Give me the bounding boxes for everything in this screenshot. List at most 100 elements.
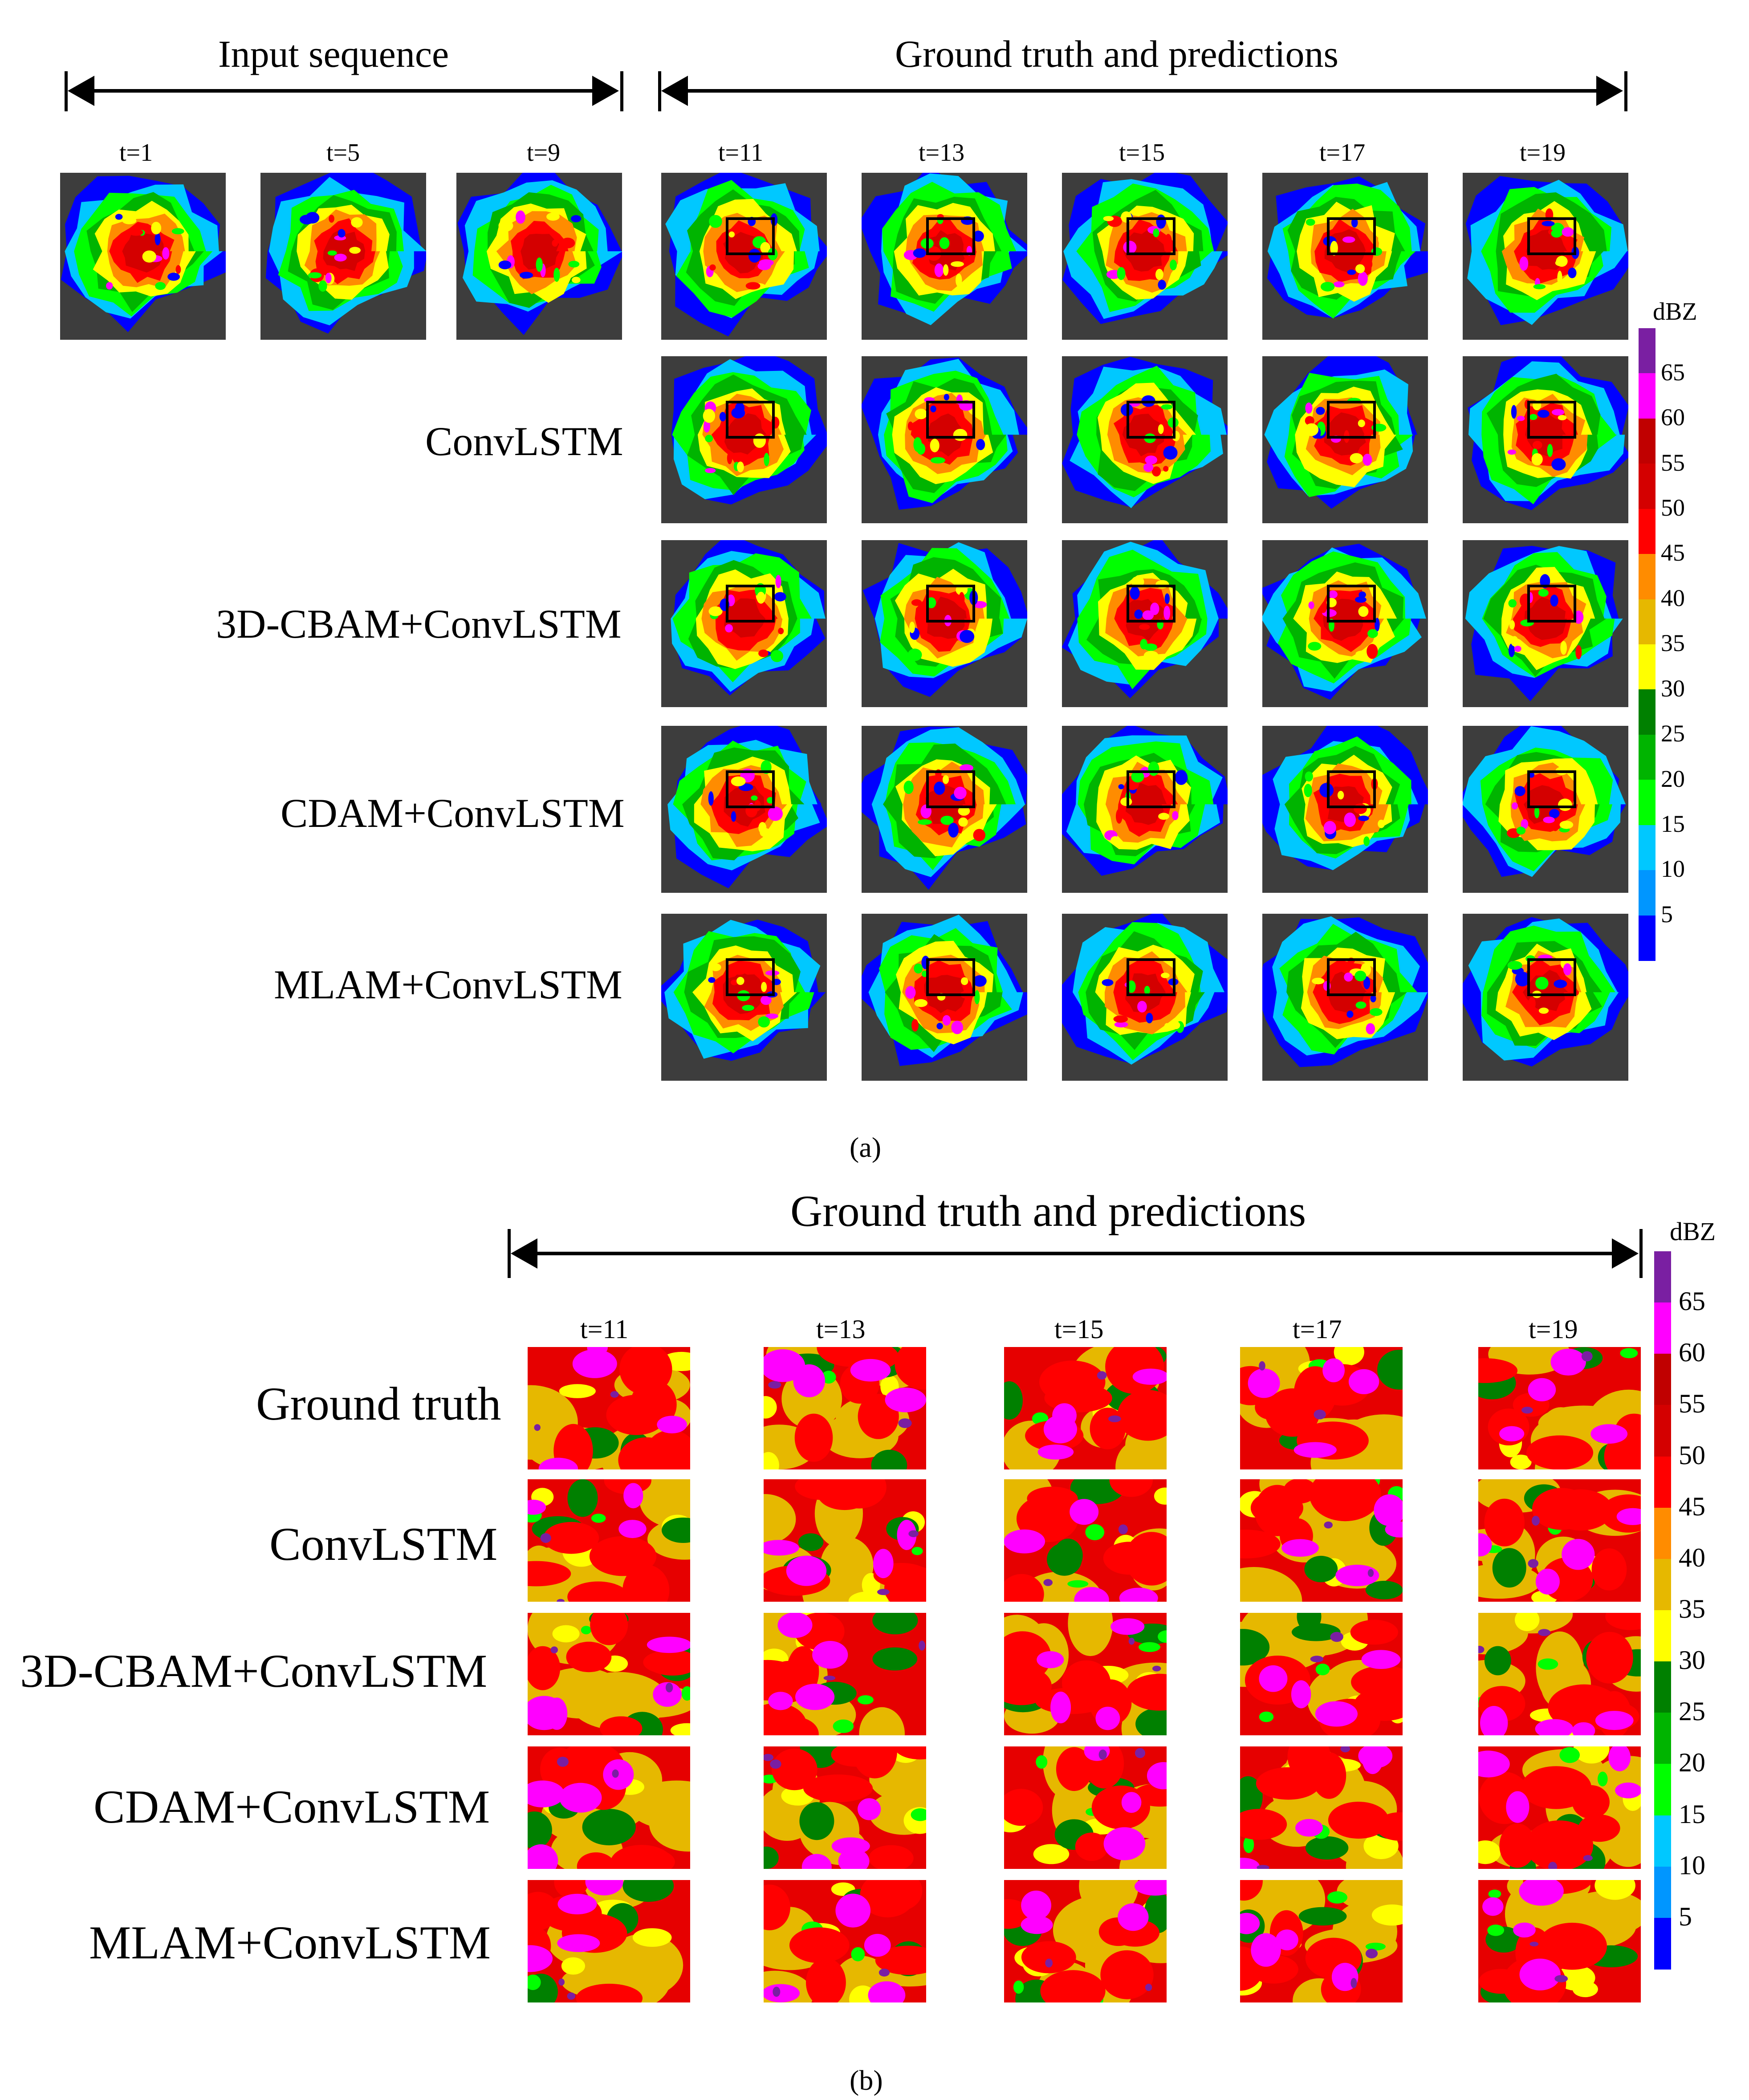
- colorbar-segment: [1639, 373, 1655, 419]
- row-label-3dcbam-a: 3D-CBAM+ConvLSTM: [216, 601, 622, 647]
- region-of-interest-box: [726, 401, 775, 439]
- input-sequence-header: Input sequence: [218, 33, 449, 75]
- radar-prediction-image: [1262, 540, 1428, 707]
- zoom-prediction-image: [764, 1613, 926, 1735]
- colorbar-tick-label: 50: [1679, 1440, 1705, 1470]
- zoom-prediction-image: [1240, 1479, 1403, 1602]
- colorbar-segment: [1654, 1917, 1671, 1970]
- colorbar-tick-label: 30: [1679, 1645, 1705, 1675]
- time-label: t=13: [816, 1315, 866, 1344]
- radar-prediction-image: [1262, 356, 1428, 523]
- colorbar-segment: [1639, 328, 1655, 374]
- colorbar-segment: [1639, 870, 1655, 916]
- region-of-interest-box: [926, 958, 975, 996]
- radar-prediction-image: [661, 914, 827, 1081]
- colorbar-tick-label: 45: [1679, 1491, 1705, 1521]
- radar-prediction-image: [1463, 726, 1628, 893]
- zoom-prediction-image: [1240, 1880, 1403, 2002]
- region-of-interest-box: [726, 217, 775, 255]
- zoom-prediction-image: [528, 1746, 690, 1869]
- zoom-prediction-image: [1240, 1746, 1403, 1869]
- radar-ground-truth-image: [1463, 173, 1628, 340]
- zoom-prediction-image: [1004, 1880, 1167, 2002]
- colorbar-segment: [1639, 509, 1655, 555]
- radar-prediction-image: [661, 726, 827, 893]
- colorbar-segment: [1639, 825, 1655, 871]
- colorbar-segment: [1654, 1764, 1671, 1816]
- region-of-interest-box: [1527, 770, 1576, 808]
- colorbar-segment: [1639, 418, 1655, 464]
- radar-prediction-image: [1463, 914, 1628, 1081]
- zoom-prediction-image: [1004, 1479, 1167, 1602]
- region-of-interest-box: [1527, 958, 1576, 996]
- colorbar-tick-label: 55: [1679, 1389, 1705, 1419]
- radar-prediction-image: [862, 356, 1027, 523]
- colorbar-tick-label: 25: [1679, 1697, 1705, 1726]
- colorbar-tick-label: 20: [1661, 765, 1685, 792]
- colorbar-tick-label: 60: [1661, 404, 1685, 431]
- radar-ground-truth-image: [661, 173, 827, 340]
- colorbar-segment: [1654, 1713, 1671, 1765]
- zoom-ground-truth-image: [1478, 1347, 1641, 1469]
- region-of-interest-box: [1127, 217, 1175, 255]
- time-label: t=15: [1054, 1315, 1104, 1344]
- radar-input-image: [60, 173, 226, 340]
- region-of-interest-box: [1127, 770, 1175, 808]
- zoom-prediction-image: [764, 1880, 926, 2002]
- region-of-interest-box: [1527, 217, 1576, 255]
- caption-a: (a): [850, 1131, 882, 1163]
- zoom-prediction-image: [1240, 1613, 1403, 1735]
- colorbar-segment: [1639, 689, 1655, 735]
- caption-b: (b): [850, 2064, 883, 2096]
- region-of-interest-box: [926, 401, 975, 439]
- row-label-convlstm-b: ConvLSTM: [269, 1518, 498, 1570]
- region-of-interest-box: [1327, 958, 1376, 996]
- colorbar-tick-label: 50: [1661, 494, 1685, 521]
- row-label-mlam-b: MLAM+ConvLSTM: [89, 1917, 491, 1969]
- colorbar-segment: [1654, 1815, 1671, 1867]
- colorbar-segment: [1639, 915, 1655, 961]
- region-of-interest-box: [726, 585, 775, 623]
- region-of-interest-box: [1327, 770, 1376, 808]
- colorbar-tick-label: 5: [1679, 1901, 1692, 1931]
- region-of-interest-box: [1527, 585, 1576, 623]
- row-label-mlam-a: MLAM+ConvLSTM: [274, 962, 622, 1007]
- colorbar-segment: [1654, 1507, 1671, 1559]
- colorbar-tick-label: 45: [1661, 539, 1685, 566]
- radar-prediction-image: [1062, 914, 1228, 1081]
- time-label: t=11: [718, 139, 764, 167]
- colorbar-tick-label: 10: [1679, 1850, 1705, 1880]
- radar-prediction-image: [1463, 540, 1628, 707]
- colorbar-tick-label: 65: [1679, 1286, 1705, 1316]
- radar-prediction-image: [1062, 726, 1228, 893]
- colorbar-tick-label: 35: [1679, 1594, 1705, 1624]
- row-label-cdam-a: CDAM+ConvLSTM: [281, 790, 625, 836]
- time-label: t=19: [1520, 139, 1566, 167]
- colorbar-segment: [1639, 464, 1655, 509]
- region-of-interest-box: [1127, 585, 1175, 623]
- colorbar-tick-label: 30: [1661, 675, 1685, 702]
- colorbar-tick-label: 25: [1661, 720, 1685, 747]
- region-of-interest-box: [1127, 958, 1175, 996]
- colorbar-segment: [1639, 554, 1655, 600]
- colorbar-segment: [1654, 1251, 1671, 1303]
- region-of-interest-box: [926, 217, 975, 255]
- row-label-convlstm-a: ConvLSTM: [425, 419, 623, 464]
- region-of-interest-box: [1327, 217, 1376, 255]
- colorbar-segment: [1639, 780, 1655, 826]
- radar-ground-truth-image: [862, 173, 1027, 340]
- colorbar-segment: [1654, 1354, 1671, 1406]
- colorbar-segment: [1639, 734, 1655, 781]
- colorbar-unit-b: dBZ: [1670, 1217, 1716, 1246]
- row-label-3dcbam-b: 3D-CBAM+ConvLSTM: [20, 1645, 488, 1697]
- time-label: t=1: [119, 139, 153, 167]
- colorbar-segment: [1654, 1559, 1671, 1611]
- zoom-prediction-image: [528, 1613, 690, 1735]
- colorbar-segment: [1639, 599, 1655, 645]
- zoom-prediction-image: [528, 1479, 690, 1602]
- radar-prediction-image: [862, 914, 1027, 1081]
- region-of-interest-box: [726, 770, 775, 808]
- row-label-cdam-b: CDAM+ConvLSTM: [94, 1781, 490, 1833]
- zoom-prediction-image: [528, 1880, 690, 2002]
- radar-prediction-image: [1062, 356, 1228, 523]
